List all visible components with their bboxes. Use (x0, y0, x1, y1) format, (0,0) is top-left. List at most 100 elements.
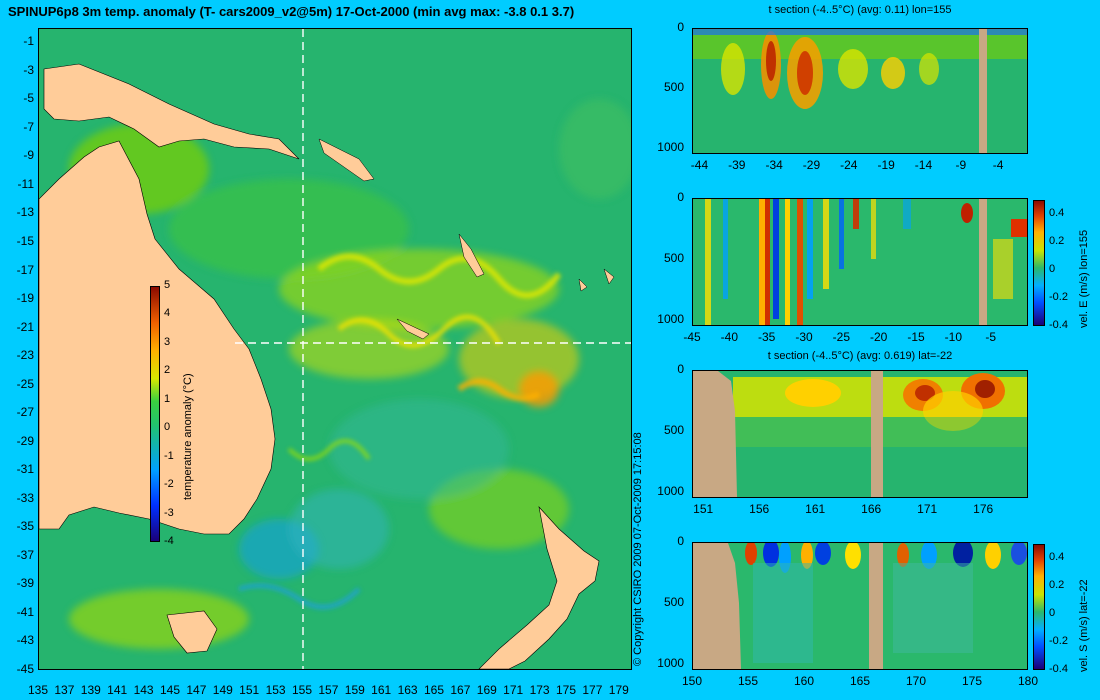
map-x-tick: 175 (555, 683, 577, 697)
panel4-colorbar-label: vel. S (m/s) lat=-22 (1078, 579, 1090, 672)
temperature-colorbar-tick: -2 (164, 478, 174, 491)
panel4-vel-s-lat-22 (692, 542, 1028, 670)
map-y-tick: -33 (16, 490, 34, 505)
panel2-y-tick: 1000 (657, 311, 684, 326)
eddy-features (238, 253, 562, 610)
panel4-colorbar-tick: 0.2 (1049, 579, 1065, 591)
temperature-colorbar (150, 286, 160, 542)
panel3-y-tick: 500 (663, 422, 684, 437)
panel3-title: t section (-4..5°C) (avg: 0.619) lat=-22 (767, 350, 953, 362)
map-x-tick: 155 (291, 683, 313, 697)
panel4-x-tick: 180 (1017, 674, 1039, 688)
panel2-x-tick: -20 (869, 330, 888, 344)
map-x-tick: 149 (212, 683, 233, 697)
panel2-x-tick: -30 (795, 330, 813, 344)
panel1-x-tick: -24 (840, 158, 858, 172)
map-y-tick: -1 (23, 34, 34, 49)
panel1-land-mask (979, 29, 987, 153)
panel3-x-tick: 166 (861, 502, 882, 516)
temperature-colorbar-tick: -1 (164, 449, 174, 462)
panel4-colorbar-tick: -0.4 (1049, 663, 1068, 675)
panel2-x-tick: -5 (985, 330, 996, 344)
temperature-colorbar-tick: 4 (164, 307, 171, 320)
panel2-colorbar-tick: -0.2 (1049, 291, 1068, 303)
panel4-x-tick: 150 (681, 674, 703, 688)
panel1-x-tick: -9 (955, 158, 967, 172)
panel1-t-section-lon155 (692, 28, 1028, 154)
panel2-x-tick: -45 (683, 330, 701, 344)
map-y-tick: -11 (17, 176, 34, 191)
panel4-x-tick: 175 (961, 674, 983, 688)
temperature-colorbar-tick: -3 (164, 506, 174, 519)
panel3-y-tick: 0 (677, 362, 684, 376)
panel1-x-tick: -14 (914, 158, 933, 172)
figure-title: SPINUP6p8 3m temp. anomaly (T- cars2009_… (8, 4, 575, 19)
map-y-tick: -39 (16, 576, 34, 591)
map-x-tick: 135 (27, 683, 49, 697)
temperature-colorbar-tick: 5 (164, 279, 171, 291)
map-y-tick: -15 (16, 234, 34, 248)
panel1-x-tick: -34 (765, 158, 783, 172)
map-y-tick: -19 (16, 291, 34, 306)
map-x-tick: 141 (107, 683, 128, 697)
panel4-colorbar-tick: -0.2 (1049, 635, 1068, 647)
map-x-tick: 153 (265, 683, 286, 697)
panel4-colorbar-tick: 0.4 (1049, 551, 1065, 563)
panel3-canvas (693, 371, 1027, 497)
map-y-tick: -31 (16, 462, 34, 477)
panel1-x-tick: -19 (877, 158, 895, 172)
panel3-x-tick: 171 (917, 502, 938, 516)
panel4-y-tick: 1000 (657, 655, 684, 670)
temperature-colorbar-tick: 0 (164, 421, 171, 434)
panel3-x-tick: 176 (973, 502, 994, 516)
panel2-x-tick: -15 (907, 330, 925, 344)
map-y-tick: -23 (16, 348, 34, 363)
panel4-y-tick: 500 (663, 594, 684, 609)
map-x-tick: 163 (397, 683, 418, 697)
map-y-tick: -27 (16, 405, 34, 420)
panel3-land-mask-mid (871, 371, 883, 497)
panel2-colorbar-tick: 0.4 (1049, 207, 1065, 219)
map-x-tick: 161 (371, 683, 392, 697)
panel1-title: t section (-4..5°C) (avg: 0.11) lon=155 (768, 4, 952, 16)
panel3-t-section-lat-22 (692, 370, 1028, 498)
panel1-x-tick: -39 (728, 158, 746, 172)
panel1-canvas (693, 29, 1027, 153)
panel4-x-tick: 160 (793, 674, 815, 688)
map-y-tick: -7 (23, 119, 34, 134)
panel2-x-tick: -35 (757, 330, 776, 344)
map-x-tick: 171 (503, 683, 524, 697)
map-y-tick: -35 (16, 519, 34, 534)
panel1-warm-cores (693, 29, 1027, 109)
panel1-x-tick: -44 (690, 158, 709, 172)
panel4-x-tick: 155 (737, 674, 759, 688)
temperature-colorbar-tick: 3 (164, 335, 171, 348)
map-y-tick: -3 (23, 62, 34, 77)
panel2-colorbar-tick: -0.4 (1049, 319, 1068, 331)
map-y-tick: -25 (16, 376, 34, 391)
copyright-text: © Copyright CSIRO 2009 07-Oct-2009 17:15… (632, 432, 644, 666)
panel4-x-tick: 170 (905, 674, 927, 688)
panel2-x-tick: -25 (832, 330, 850, 344)
map-canvas (39, 29, 631, 669)
panel4-land-mask-west (693, 543, 741, 669)
panel2-x-tick: -40 (720, 330, 738, 344)
panel2-x-tick: -10 (944, 330, 962, 344)
map-x-tick: 151 (239, 683, 260, 697)
panel2-colorbar-tick: 0 (1049, 263, 1056, 275)
map-x-tick: 179 (608, 683, 629, 697)
new-guinea-landmass (43, 63, 300, 160)
panel3-y-tick: 1000 (657, 483, 684, 498)
tasmania-landmass (166, 610, 218, 654)
panel1-x-tick: -29 (802, 158, 821, 172)
map-x-tick: 143 (133, 683, 154, 697)
map-y-tick: -29 (16, 433, 34, 448)
map-x-tick: 145 (159, 683, 181, 697)
panel4-x-tick: 165 (849, 674, 871, 688)
map-y-tick: -43 (16, 633, 34, 648)
panel2-vel-e-lon155 (692, 198, 1028, 326)
panel1-y-tick: 1000 (657, 140, 684, 154)
panel2-current-bands (705, 199, 1027, 325)
anomaly-field (69, 99, 631, 649)
panel3-x-tick: 151 (693, 502, 714, 516)
